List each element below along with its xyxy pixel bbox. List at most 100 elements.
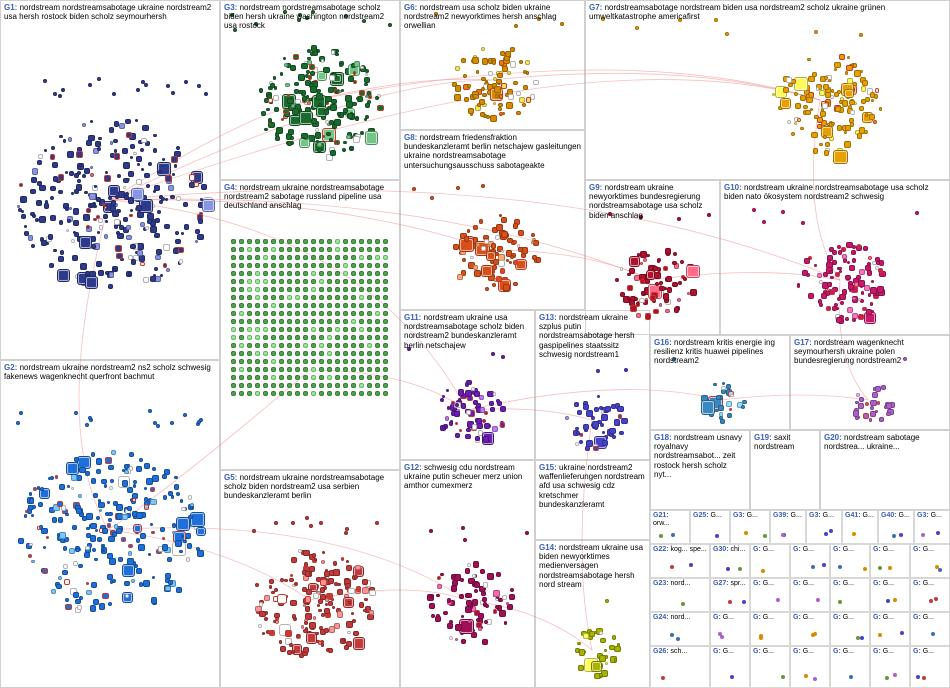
node	[878, 268, 883, 273]
node	[383, 319, 388, 324]
node	[615, 278, 619, 282]
node	[367, 335, 372, 340]
node	[354, 575, 358, 579]
node	[319, 295, 324, 300]
node	[347, 113, 353, 119]
node	[136, 88, 140, 92]
node	[846, 65, 852, 71]
node	[287, 247, 292, 252]
node	[776, 598, 780, 602]
node	[285, 83, 289, 87]
node	[319, 255, 324, 260]
node	[672, 282, 678, 288]
node	[259, 611, 265, 617]
node	[787, 120, 791, 124]
node	[375, 263, 380, 268]
node	[130, 244, 136, 250]
node	[91, 244, 96, 249]
node	[277, 594, 287, 604]
node	[351, 303, 356, 308]
node	[360, 131, 364, 135]
node	[58, 190, 63, 195]
node	[368, 95, 371, 98]
group-cell: G7: nordstreamsabotage nordstream biden …	[585, 0, 950, 180]
node	[359, 263, 364, 268]
node	[122, 469, 125, 472]
node	[190, 512, 205, 527]
node	[84, 552, 89, 557]
node	[667, 287, 673, 293]
node	[309, 622, 316, 629]
node	[123, 186, 127, 190]
node	[315, 632, 319, 636]
node	[881, 385, 886, 390]
node	[341, 557, 345, 561]
node	[355, 117, 360, 122]
node	[437, 584, 441, 588]
node	[93, 599, 99, 605]
node	[21, 210, 24, 213]
node	[327, 335, 332, 340]
group-label: G13: nordstream ukraine szplus putin nor…	[539, 313, 646, 359]
node	[239, 279, 244, 284]
node	[114, 219, 121, 226]
node	[893, 598, 897, 602]
node	[323, 67, 329, 73]
node	[311, 391, 316, 396]
group-label: G7: nordstreamsabotage nordstream biden …	[589, 3, 946, 21]
node	[303, 303, 308, 308]
node	[813, 148, 819, 154]
node	[247, 287, 252, 292]
node	[742, 600, 746, 604]
node	[490, 407, 495, 412]
node	[163, 495, 168, 500]
node	[189, 174, 195, 180]
node	[501, 250, 504, 253]
node	[239, 343, 244, 348]
node	[783, 87, 789, 93]
node	[150, 276, 156, 282]
node	[281, 118, 284, 121]
node	[611, 404, 616, 409]
node	[367, 383, 372, 388]
node	[263, 311, 268, 316]
node	[375, 295, 380, 300]
group-label: G15: ukraine nordstream2 waffenlieferung…	[539, 463, 646, 509]
node	[90, 166, 93, 169]
node	[44, 203, 49, 208]
node	[287, 359, 292, 364]
node	[365, 131, 379, 145]
node	[797, 284, 800, 287]
node	[936, 531, 940, 535]
node	[335, 375, 340, 380]
node	[847, 78, 853, 84]
node	[84, 191, 88, 195]
node	[335, 335, 340, 340]
node	[335, 319, 340, 324]
node	[183, 413, 187, 417]
node	[62, 570, 68, 576]
node	[879, 107, 883, 111]
group-label: G8: nordstream friedensfraktion bundeska…	[404, 133, 581, 170]
node	[86, 590, 91, 595]
node	[824, 150, 829, 155]
node	[875, 257, 880, 262]
node	[886, 403, 892, 409]
node	[86, 533, 91, 538]
node	[96, 197, 101, 202]
node	[931, 632, 935, 636]
node	[99, 509, 102, 512]
node	[678, 281, 683, 286]
node	[519, 60, 523, 64]
node	[231, 287, 236, 292]
node	[271, 295, 276, 300]
node	[231, 271, 236, 276]
node	[276, 127, 283, 134]
node	[53, 249, 57, 253]
node	[98, 270, 105, 277]
node	[247, 391, 252, 396]
node	[900, 631, 904, 635]
node	[311, 287, 316, 292]
node	[262, 632, 265, 635]
node	[840, 301, 844, 305]
